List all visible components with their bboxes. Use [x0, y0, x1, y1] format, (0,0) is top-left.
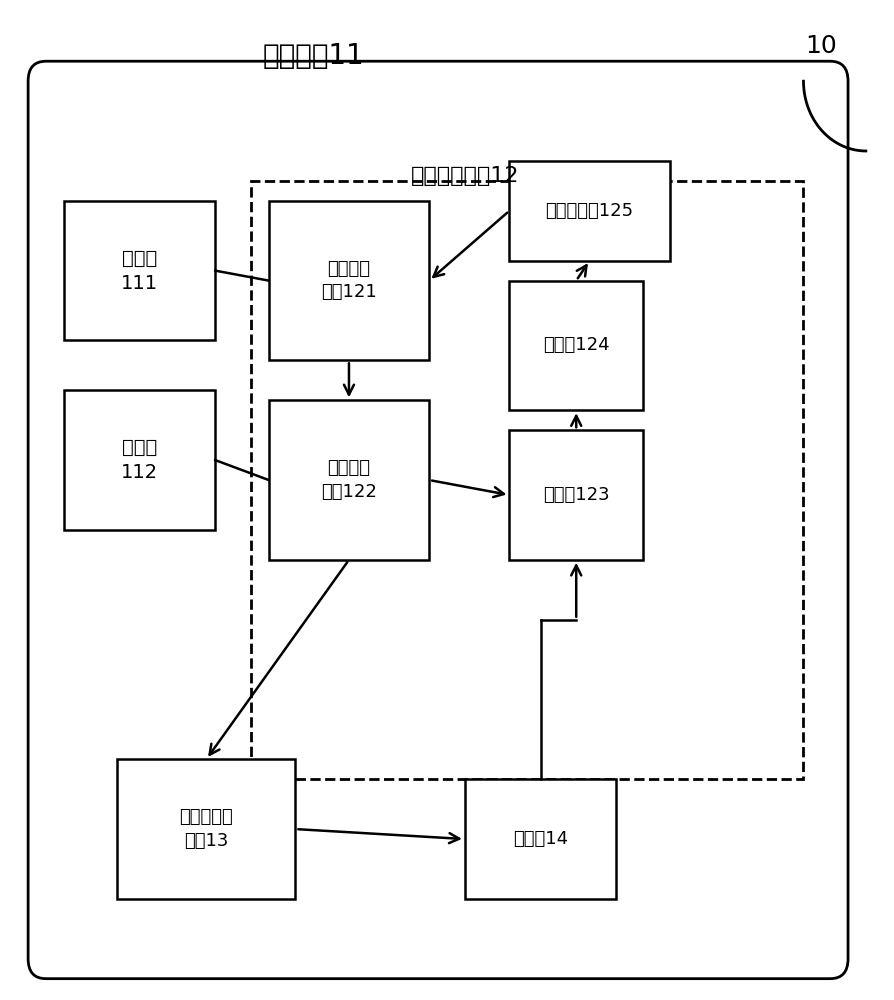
FancyBboxPatch shape [269, 400, 429, 560]
Text: 冷藏室
111: 冷藏室 111 [121, 249, 158, 293]
FancyBboxPatch shape [465, 779, 616, 899]
Text: 制冷循环系统12: 制冷循环系统12 [410, 166, 519, 186]
Text: 流量调节阀125: 流量调节阀125 [545, 202, 634, 220]
FancyBboxPatch shape [510, 430, 643, 560]
Text: 冰笱本体11: 冰笱本体11 [263, 42, 364, 70]
Text: 冷冻室
112: 冷冻室 112 [121, 438, 158, 482]
FancyBboxPatch shape [28, 61, 848, 979]
Text: 控制裁14: 控制裁14 [513, 830, 569, 848]
Text: 冷凝器124: 冷凝器124 [543, 336, 610, 354]
Text: 冷藏室蒸
发器121: 冷藏室蒸 发器121 [321, 260, 377, 301]
FancyBboxPatch shape [510, 161, 670, 261]
FancyBboxPatch shape [117, 759, 296, 899]
FancyBboxPatch shape [251, 181, 804, 779]
Text: 温度传感器
系统13: 温度传感器 系统13 [180, 808, 233, 850]
FancyBboxPatch shape [63, 390, 215, 530]
Text: 冷冻室蒸
发器122: 冷冻室蒸 发器122 [321, 459, 377, 501]
Text: 压缩机123: 压缩机123 [543, 486, 610, 504]
Text: 10: 10 [805, 34, 837, 58]
FancyBboxPatch shape [269, 201, 429, 360]
FancyBboxPatch shape [63, 201, 215, 340]
FancyBboxPatch shape [510, 281, 643, 410]
